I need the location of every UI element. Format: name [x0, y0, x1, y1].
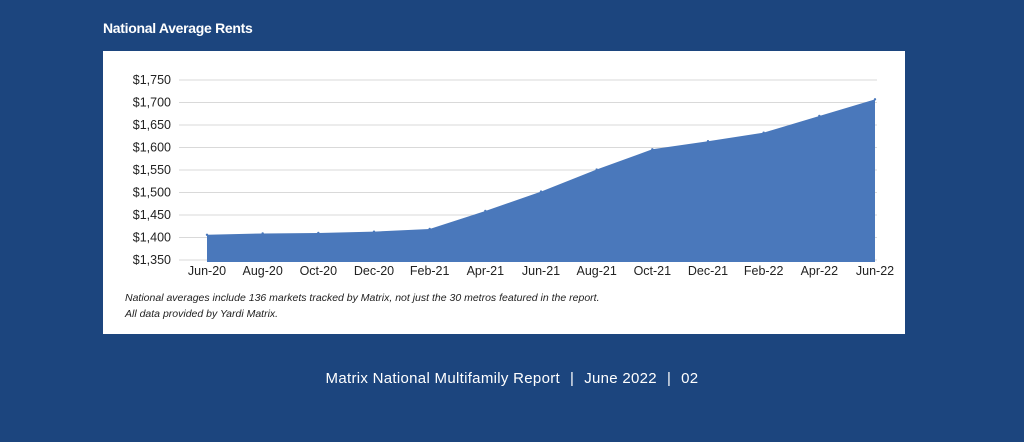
x-tick-label: Apr-22	[801, 264, 839, 278]
y-tick-label: $1,350	[133, 253, 171, 267]
data-point	[261, 232, 264, 235]
data-point	[372, 230, 376, 233]
x-tick-label: Feb-22	[744, 264, 784, 278]
area-layer	[205, 98, 877, 262]
area-chart: $1,350 $1,400 $1,450 $1,500 $1,550 $1,600 $1,6…	[133, 73, 894, 278]
y-tick-label: $1,700	[133, 96, 171, 110]
footer-page-number: 02	[681, 370, 699, 387]
data-point	[818, 114, 821, 118]
data-point	[205, 233, 209, 236]
page-footer: Matrix National Multifamily Report | June …	[0, 370, 1024, 387]
chart-notes: National averages include 136 markets tr…	[125, 290, 600, 322]
section-title: National Average Rents	[103, 20, 253, 36]
footer-date: June 2022	[584, 370, 657, 387]
y-axis-ticks: $1,350 $1,400 $1,450 $1,500 $1,550 $1,600 $1,6…	[133, 73, 171, 267]
x-tick-label: Jun-20	[188, 264, 226, 278]
y-tick-label: $1,400	[133, 231, 171, 245]
y-tick-label: $1,600	[133, 141, 171, 155]
y-tick-label: $1,500	[133, 186, 171, 200]
x-tick-label: Feb-21	[410, 264, 450, 278]
x-tick-label: Oct-20	[300, 264, 338, 278]
x-tick-label: Dec-20	[354, 264, 394, 278]
y-tick-label: $1,550	[133, 163, 171, 177]
note-line-1: National averages include 136 markets tr…	[125, 292, 600, 304]
chart-panel: $1,350 $1,400 $1,450 $1,500 $1,550 $1,600 $1,6…	[103, 51, 905, 334]
x-tick-label: Aug-21	[577, 264, 617, 278]
data-point	[762, 131, 765, 134]
y-tick-label: $1,450	[133, 208, 171, 222]
y-tick-label: $1,750	[133, 73, 171, 87]
data-point	[317, 231, 320, 235]
data-point	[706, 140, 710, 143]
footer-report-name: Matrix National Multifamily Report	[325, 370, 560, 387]
x-tick-label: Jun-22	[856, 264, 894, 278]
area-series	[207, 99, 875, 262]
x-axis-ticks: Jun-20 Aug-20 Oct-20 Dec-20 Feb-21 Apr-21 Jun-…	[188, 264, 894, 278]
y-tick-label: $1,650	[133, 118, 171, 132]
data-point	[484, 209, 487, 213]
data-point	[595, 168, 598, 171]
note-line-2: All data provided by Yardi Matrix.	[125, 308, 279, 320]
footer-separator: |	[569, 370, 575, 387]
x-tick-label: Jun-21	[522, 264, 560, 278]
data-point	[428, 227, 431, 231]
x-tick-label: Dec-21	[688, 264, 728, 278]
data-point	[539, 190, 543, 193]
x-tick-label: Aug-20	[243, 264, 283, 278]
data-point	[651, 148, 654, 151]
footer-separator: |	[666, 370, 672, 387]
x-tick-label: Oct-21	[634, 264, 672, 278]
data-point	[873, 98, 877, 101]
x-tick-label: Apr-21	[467, 264, 505, 278]
